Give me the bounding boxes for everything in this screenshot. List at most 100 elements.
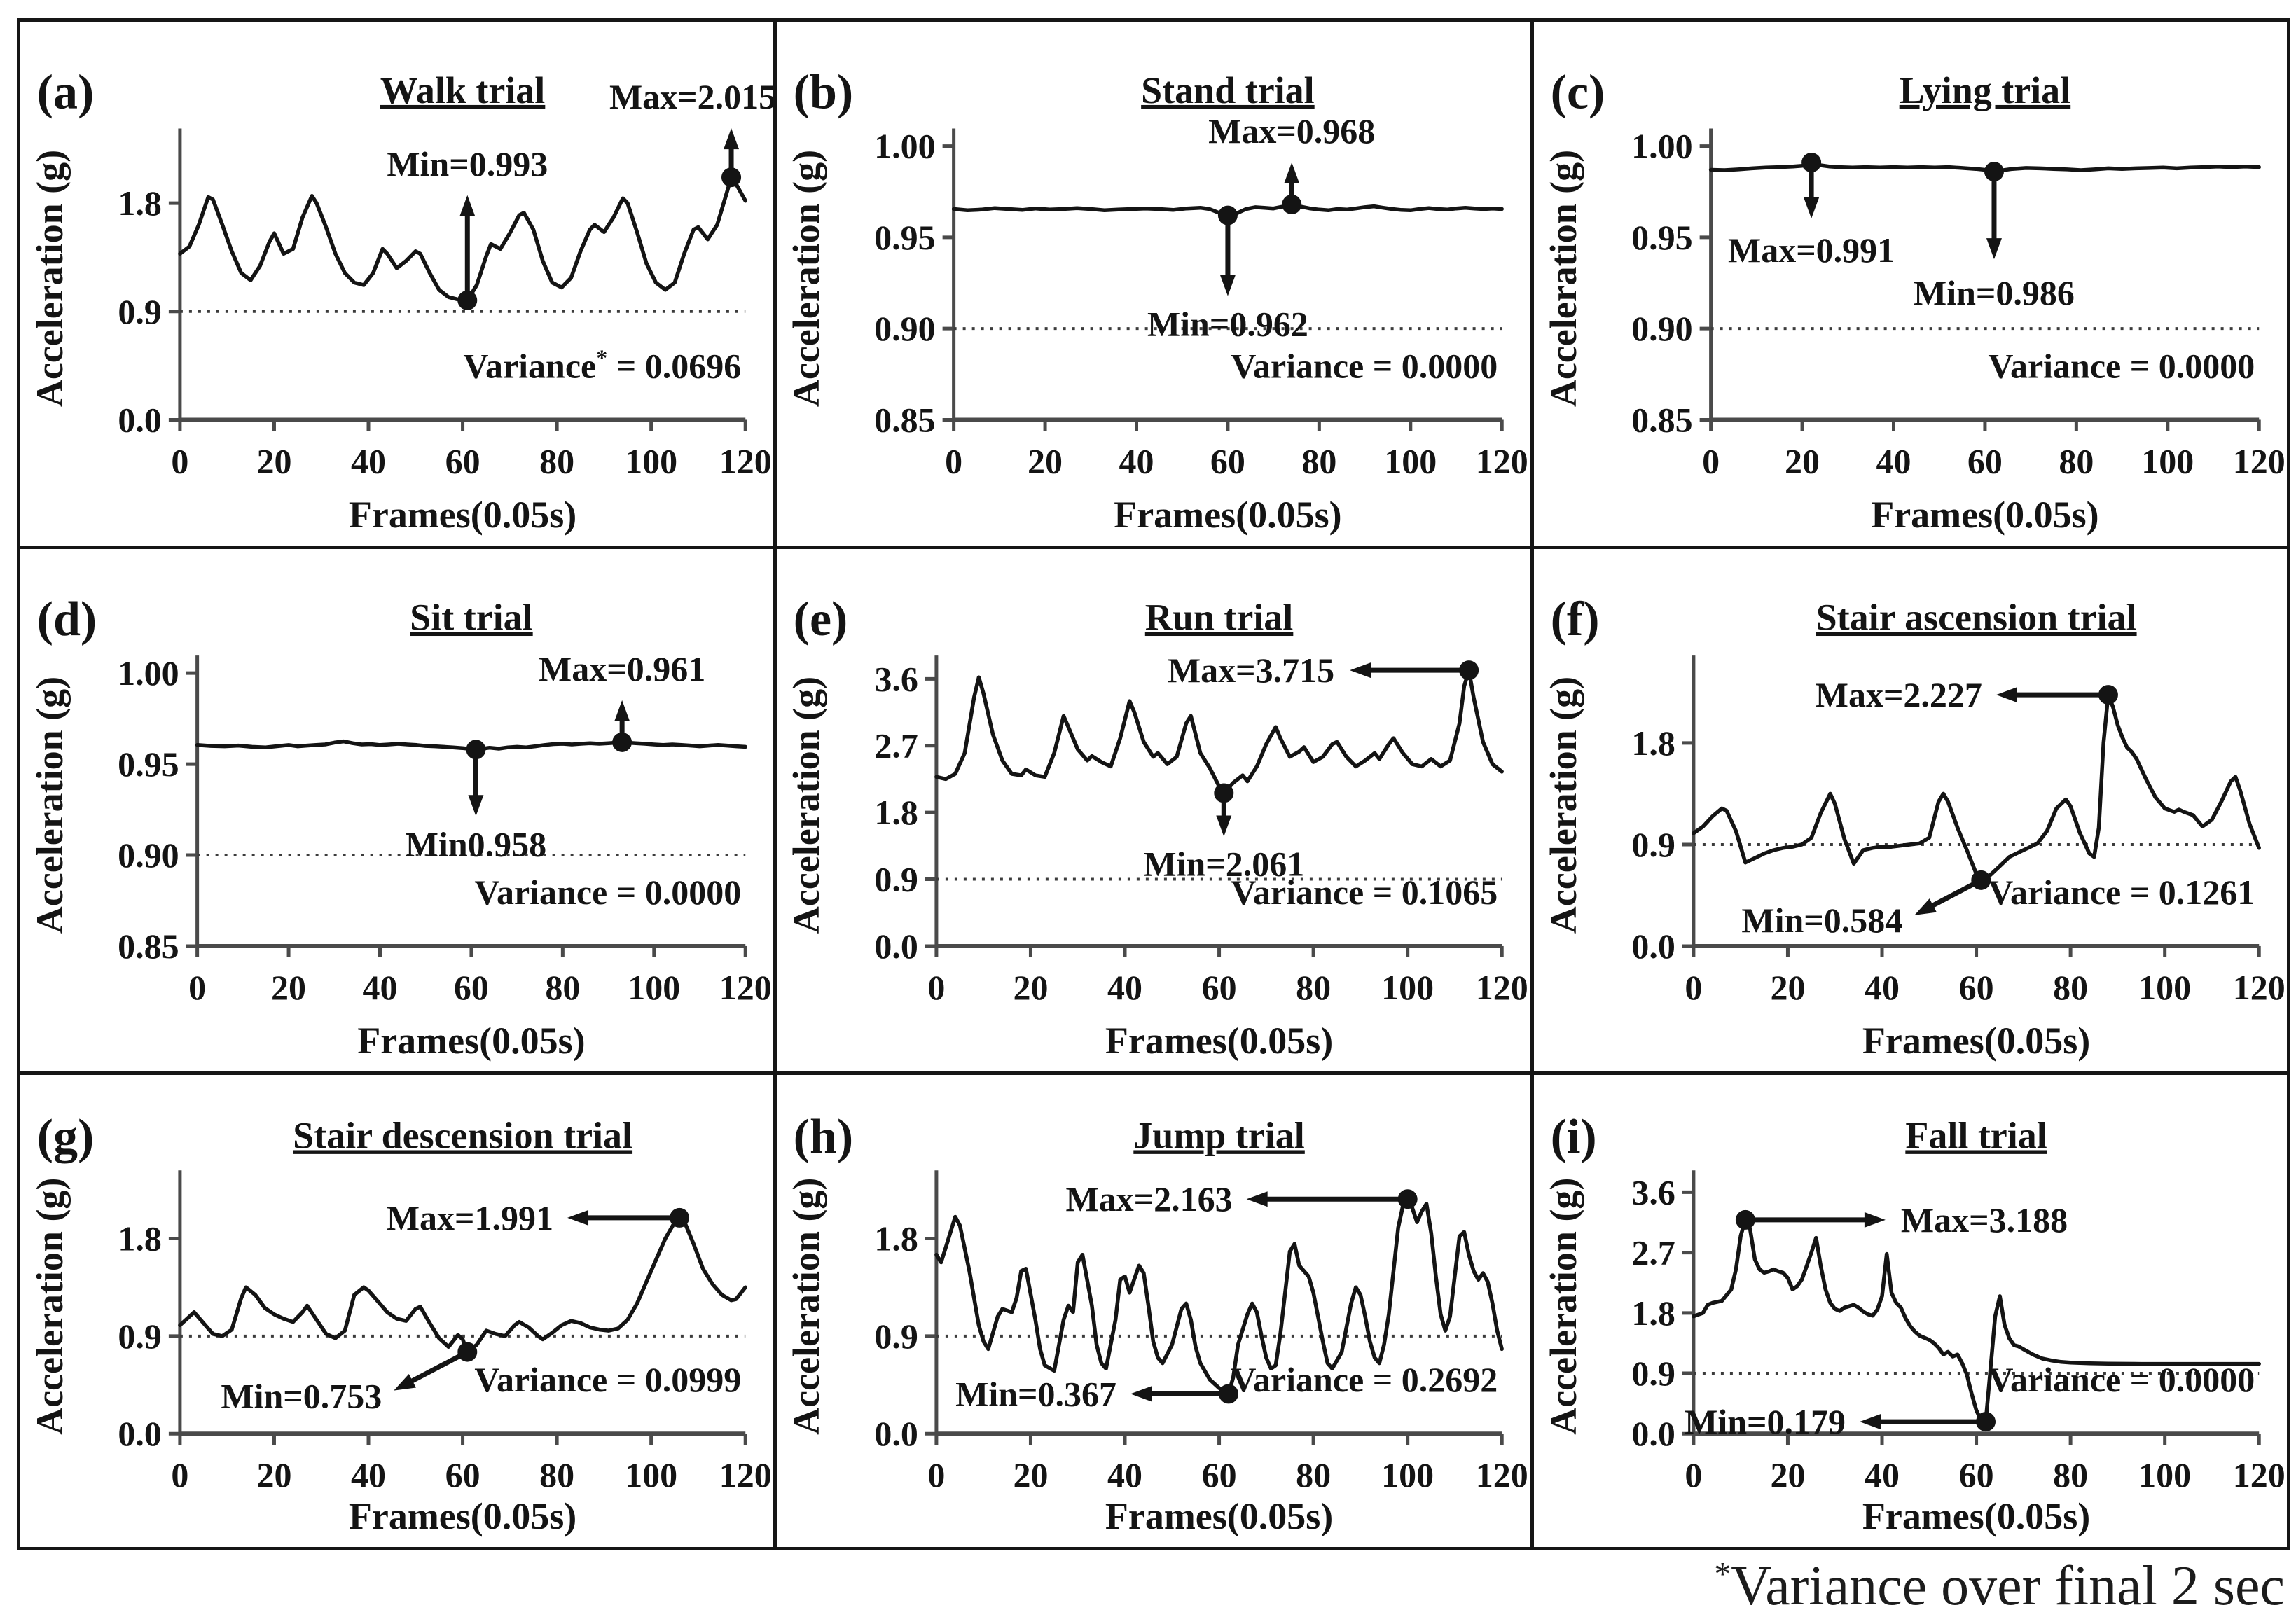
x-tick-label: 80	[1296, 1455, 1331, 1494]
min-point	[1970, 870, 1991, 890]
min-label: Min=0.367	[955, 1374, 1116, 1413]
panel-title: Fall trial	[1905, 1114, 2047, 1156]
x-tick-label: 40	[1119, 441, 1154, 480]
corner-label: (g)	[37, 1110, 95, 1164]
min-label: Min=0.986	[1914, 273, 2075, 312]
x-tick-label: 80	[2053, 1455, 2088, 1494]
panel-g-stair-descension-trial: (g) Stair descension trial 0.0 0.9 1.8 0 20 40 6…	[20, 1075, 774, 1547]
x-tick-label: 0	[1685, 968, 1702, 1007]
panel-title: Jump trial	[1134, 1114, 1306, 1156]
min-arrow	[1923, 877, 1982, 912]
x-tick-label: 0	[1685, 1455, 1702, 1494]
max-label: Max=0.991	[1728, 230, 1895, 270]
corner-label: (b)	[794, 65, 854, 119]
max-label: Max=3.715	[1168, 651, 1334, 690]
x-axis-title: Frames(0.05s)	[1871, 494, 2098, 536]
min-arrowhead	[1130, 1386, 1152, 1402]
max-arrowhead	[1350, 662, 1371, 679]
x-tick-label: 20	[271, 968, 306, 1007]
x-tick-label: 120	[2232, 441, 2285, 480]
x-tick-label: 40	[1107, 1455, 1142, 1494]
y-tick-label: 1.8	[875, 1219, 919, 1258]
x-axis-title: Frames(0.05s)	[1114, 494, 1342, 536]
y-tick-label: 0.95	[874, 218, 936, 257]
y-tick-label: 3.6	[1631, 1172, 1675, 1212]
chart-i: (i) Fall trial 0.0 0.9 1.8 2.7 3.6 0 20 40 60 80 100…	[1542, 1110, 2285, 1537]
y-tick-label: 0.95	[1631, 218, 1693, 257]
variance-label: Variance = 0.2692	[1231, 1360, 1498, 1399]
chart-c: (c) Lying trial 0.85 0.90 0.95 1.00 0 20 40 60 80 1…	[1542, 65, 2285, 536]
panel-title: Stand trial	[1141, 69, 1315, 111]
y-tick-label: 1.8	[1631, 1293, 1675, 1333]
min-arrowhead	[394, 1373, 416, 1391]
y-axis-title: Acceleration (g)	[29, 1178, 71, 1435]
chart-g: (g) Stair descension trial 0.0 0.9 1.8 0 20 40 6…	[29, 1110, 772, 1537]
x-tick-label: 60	[445, 1455, 480, 1494]
x-tick-label: 20	[256, 1455, 291, 1494]
corner-label: (e)	[794, 592, 848, 646]
y-tick-label: 1.8	[118, 183, 162, 223]
y-tick-label: 1.00	[1631, 127, 1693, 166]
panel-e-run-trial: (e) Run trial 0.0 0.9 1.8 2.7 3.6 0 20 40 60 80 100 1…	[777, 549, 1530, 1071]
x-tick-label: 60	[1958, 1455, 1993, 1494]
x-axis-title: Frames(0.05s)	[1105, 1020, 1333, 1062]
x-tick-label: 60	[445, 441, 480, 480]
y-tick-label: 0.85	[118, 926, 179, 966]
chart-h: (h) Jump trial 0.0 0.9 1.8 0 20 40 60 80 100 120 Acc…	[785, 1110, 1528, 1537]
x-tick-label: 100	[2138, 968, 2191, 1007]
chart-a: (a) Walk trial 0.0 0.9 1.8 0 20 40 60 80 100 120 Acc…	[29, 65, 773, 536]
x-tick-label: 40	[1865, 1455, 1900, 1494]
min-arrowhead	[1859, 1414, 1881, 1430]
x-tick-label: 40	[1865, 968, 1900, 1007]
min-arrowhead	[459, 195, 476, 216]
max-label: Max=0.968	[1208, 111, 1375, 151]
x-tick-label: 100	[1385, 441, 1437, 480]
x-axis-title: Frames(0.05s)	[1862, 1020, 2090, 1062]
series-line	[178, 1216, 747, 1354]
y-axis-title: Acceleration (g)	[1542, 1178, 1584, 1435]
y-axis-title: Acceleration (g)	[29, 150, 71, 407]
x-tick-label: 80	[545, 968, 580, 1007]
x-tick-label: 100	[1381, 968, 1434, 1007]
x-tick-label: 20	[1770, 1455, 1805, 1494]
y-tick-label: 0.0	[118, 400, 162, 439]
x-tick-label: 120	[719, 441, 772, 480]
y-axis-title: Acceleration (g)	[29, 676, 71, 934]
y-tick-label: 1.8	[118, 1219, 162, 1258]
max-point	[1282, 194, 1302, 214]
corner-label: (i)	[1550, 1110, 1596, 1164]
x-tick-label: 60	[1210, 441, 1245, 480]
x-tick-label: 120	[1476, 968, 1528, 1007]
panel-h-jump-trial: (h) Jump trial 0.0 0.9 1.8 0 20 40 60 80 100 120 Acc…	[777, 1075, 1530, 1547]
x-tick-label: 60	[1202, 968, 1237, 1007]
y-tick-label: 1.00	[118, 653, 179, 693]
variance-label: Variance = 0.0000	[1231, 346, 1498, 385]
panel-d-sit-trial: (d) Sit trial 0.85 0.90 0.95 1.00 0 20 40 60 80 100…	[20, 549, 774, 1071]
max-arrowhead	[724, 128, 740, 150]
x-tick-label: 100	[628, 968, 680, 1007]
min-point	[1214, 783, 1234, 803]
max-label: Max=0.961	[539, 649, 705, 688]
corner-label: (a)	[37, 65, 95, 119]
x-tick-label: 100	[2141, 441, 2194, 480]
y-tick-label: 0.90	[118, 835, 179, 875]
x-tick-label: 20	[1014, 1455, 1049, 1494]
corner-label: (c)	[1550, 65, 1605, 119]
max-label: Max=2.227	[1815, 675, 1982, 714]
variance-label: Variance = 0.1065	[1231, 873, 1498, 912]
y-tick-label: 0.0	[875, 926, 919, 966]
y-tick-label: 0.0	[1631, 1414, 1675, 1453]
panel-title: Run trial	[1145, 597, 1294, 639]
min-label: Min=0.753	[221, 1377, 382, 1416]
min-label: Min=0.993	[387, 144, 548, 183]
min-arrowhead	[1986, 238, 2002, 260]
max-label: Max=2.015	[609, 77, 773, 116]
y-tick-label: 2.7	[875, 726, 919, 765]
x-tick-label: 100	[625, 1455, 677, 1494]
x-axis-title: Frames(0.05s)	[1105, 1495, 1333, 1537]
variance-label: Variance = 0.0999	[474, 1360, 741, 1399]
x-tick-label: 100	[625, 441, 677, 480]
panel-title: Stair descension trial	[293, 1114, 632, 1156]
y-tick-label: 0.0	[875, 1414, 919, 1453]
footnote-text: Variance over final 2 sec	[1731, 1555, 2285, 1617]
